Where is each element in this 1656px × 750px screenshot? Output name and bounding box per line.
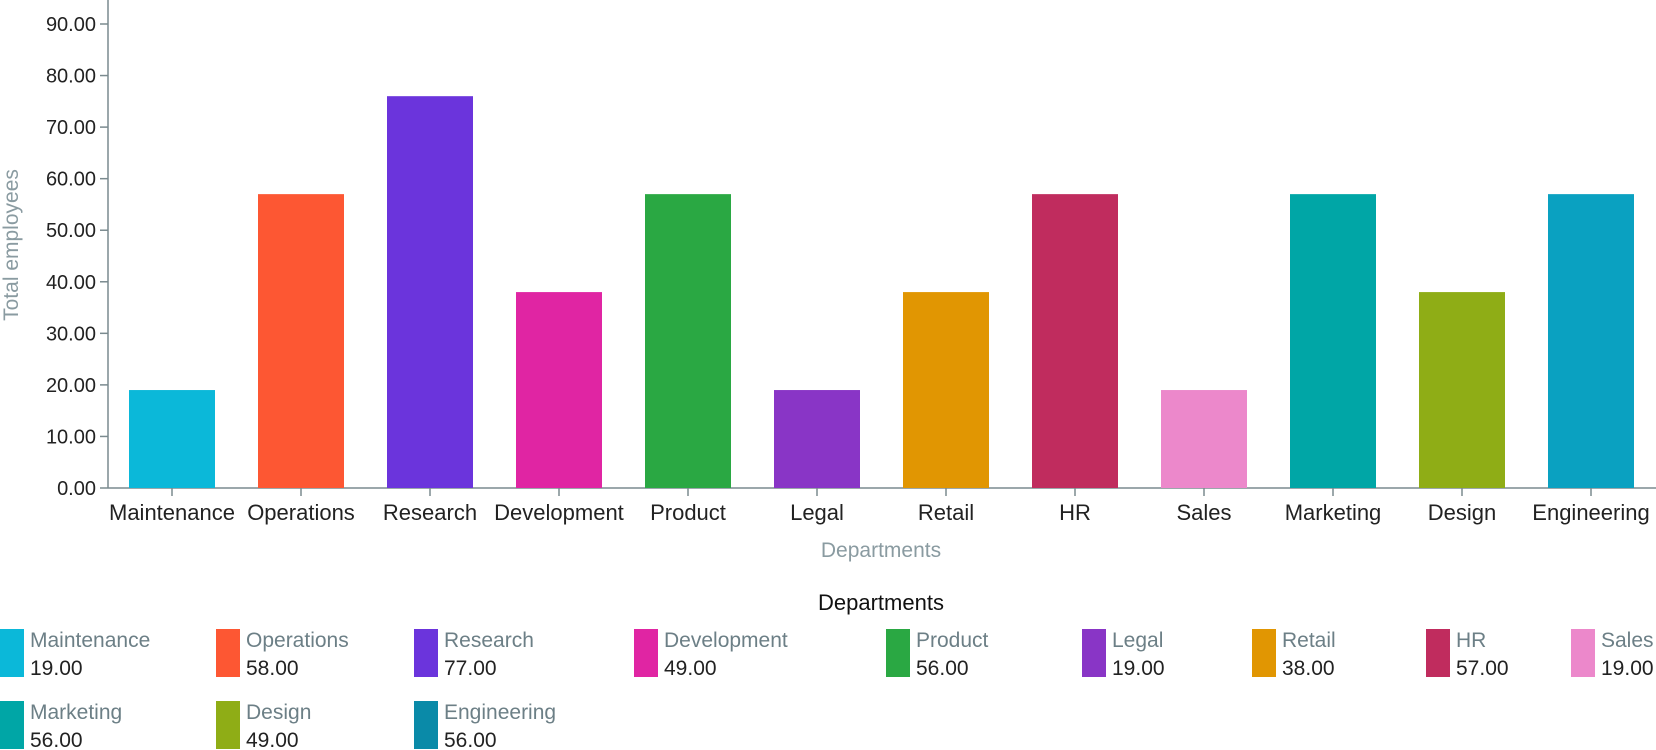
x-tick-label: Research: [383, 500, 477, 525]
x-tick-label: Retail: [918, 500, 974, 525]
bar-product[interactable]: [645, 194, 731, 488]
legend-item-name: Research: [444, 629, 534, 652]
legend-item-name: Engineering: [444, 701, 556, 724]
x-axis: Maintenance Operations Research Development…: [108, 487, 1656, 525]
x-tick-label: Product: [650, 500, 726, 525]
legend-item-development[interactable]: Development 49.00: [634, 629, 788, 680]
legend-item-value: 49.00: [246, 729, 299, 750]
legend-item-value: 56.00: [444, 729, 497, 750]
legend-item-value: 19.00: [1112, 657, 1165, 680]
legend-item-retail[interactable]: Retail 38.00: [1252, 629, 1336, 680]
bar-operations[interactable]: [258, 194, 344, 488]
legend-item-maintenance[interactable]: Maintenance 19.00: [0, 629, 150, 680]
bar-maintenance[interactable]: [129, 390, 215, 488]
legend-item-name: Product: [916, 629, 989, 652]
x-tick-label: Marketing: [1285, 500, 1382, 525]
y-tick-label: 50.00: [46, 220, 96, 242]
legend-item-marketing[interactable]: Marketing 56.00: [0, 701, 122, 750]
legend-item-name: Development: [664, 629, 788, 652]
bar-development[interactable]: [516, 292, 602, 488]
y-tick-label: 80.00: [46, 66, 96, 88]
y-tick-label: 30.00: [46, 323, 96, 345]
legend-item-value: 77.00: [444, 657, 497, 680]
legend-item-value: 49.00: [664, 657, 717, 680]
legend-item-engineering[interactable]: Engineering 56.00: [414, 701, 556, 750]
legend-swatch: [414, 701, 438, 749]
legend-swatch: [216, 701, 240, 749]
legend-item-product[interactable]: Product 56.00: [886, 629, 989, 680]
y-tick-label: 90.00: [46, 14, 96, 36]
legend-item-value: 19.00: [30, 657, 83, 680]
y-tick-label: 60.00: [46, 169, 96, 191]
legend-item-name: Sales: [1601, 629, 1654, 652]
legend-item-name: HR: [1456, 629, 1486, 652]
legend-item-value: 57.00: [1456, 657, 1509, 680]
y-tick-label: 70.00: [46, 117, 96, 139]
x-tick-label: Engineering: [1532, 500, 1649, 525]
legend-swatch: [1426, 629, 1450, 677]
legend: Maintenance 19.00 Operations 58.00 Research 7…: [0, 629, 1654, 750]
legend-swatch: [634, 629, 658, 677]
legend-item-name: Operations: [246, 629, 349, 652]
legend-item-name: Legal: [1112, 629, 1163, 652]
legend-item-research[interactable]: Research 77.00: [414, 629, 534, 680]
bar-retail[interactable]: [903, 292, 989, 488]
y-tick-label: 10.00: [46, 426, 96, 448]
legend-item-value: 56.00: [916, 657, 969, 680]
bar-sales[interactable]: [1161, 390, 1247, 488]
legend-item-name: Maintenance: [30, 629, 150, 652]
legend-item-sales[interactable]: Sales 19.00: [1571, 629, 1654, 680]
bar-design[interactable]: [1419, 292, 1505, 488]
legend-title: Departments: [818, 590, 944, 615]
y-axis-title: Total employees: [0, 169, 23, 321]
x-tick-label: HR: [1059, 500, 1091, 525]
x-tick-label: Maintenance: [109, 500, 235, 525]
bar-marketing[interactable]: [1290, 194, 1376, 488]
legend-swatch: [886, 629, 910, 677]
x-axis-title: Departments: [821, 539, 941, 562]
x-tick-label: Operations: [247, 500, 355, 525]
bar-legal[interactable]: [774, 390, 860, 488]
legend-item-operations[interactable]: Operations 58.00: [216, 629, 349, 680]
bar-engineering[interactable]: [1548, 194, 1634, 488]
bars: [129, 96, 1634, 488]
bar-research[interactable]: [387, 96, 473, 488]
legend-swatch: [1252, 629, 1276, 677]
legend-item-name: Design: [246, 701, 311, 724]
legend-item-value: 19.00: [1601, 657, 1654, 680]
legend-item-name: Marketing: [30, 701, 122, 724]
y-tick-label: 20.00: [46, 375, 96, 397]
legend-item-value: 56.00: [30, 729, 83, 750]
legend-swatch: [0, 701, 24, 749]
bar-hr[interactable]: [1032, 194, 1118, 488]
y-tick-label: 40.00: [46, 272, 96, 294]
legend-swatch: [414, 629, 438, 677]
legend-item-value: 58.00: [246, 657, 299, 680]
x-tick-label: Design: [1428, 500, 1496, 525]
legend-item-value: 38.00: [1282, 657, 1335, 680]
legend-swatch: [0, 629, 24, 677]
y-axis: 0.00 10.00 20.00 30.00 40.00 50.00 60.00 70.00 8…: [46, 0, 109, 500]
x-tick-label: Legal: [790, 500, 844, 525]
legend-item-design[interactable]: Design 49.00: [216, 701, 311, 750]
legend-item-hr[interactable]: HR 57.00: [1426, 629, 1509, 680]
legend-swatch: [1082, 629, 1106, 677]
y-tick-label: 0.00: [57, 478, 96, 500]
x-tick-label: Sales: [1176, 500, 1231, 525]
legend-item-legal[interactable]: Legal 19.00: [1082, 629, 1165, 680]
legend-item-name: Retail: [1282, 629, 1336, 652]
legend-swatch: [216, 629, 240, 677]
legend-swatch: [1571, 629, 1595, 677]
x-tick-label: Development: [494, 500, 624, 525]
